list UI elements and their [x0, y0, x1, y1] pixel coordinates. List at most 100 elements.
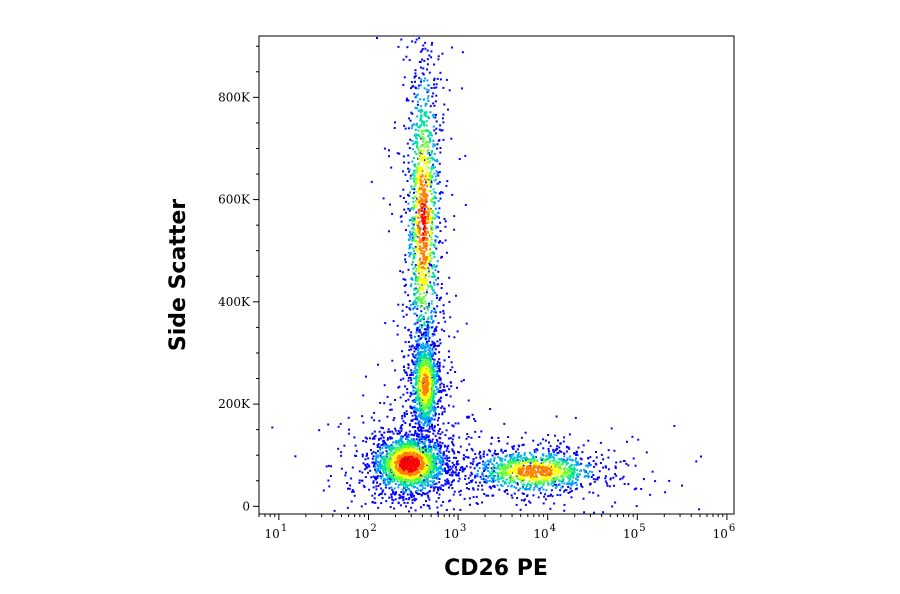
data-point: [518, 465, 521, 468]
data-point: [427, 135, 430, 138]
data-point: [515, 471, 518, 474]
data-point: [547, 483, 550, 486]
data-point: [516, 459, 519, 462]
data-point: [404, 341, 407, 344]
data-point: [430, 225, 432, 228]
data-point: [529, 464, 532, 467]
data-point: [543, 481, 546, 484]
data-point: [421, 449, 424, 451]
data-point: [418, 286, 421, 289]
data-point: [415, 492, 418, 495]
data-point: [386, 395, 389, 398]
data-point: [517, 476, 520, 479]
data-point: [417, 192, 420, 195]
data-point: [424, 233, 427, 236]
data-point: [391, 448, 394, 451]
data-point: [431, 334, 434, 337]
data-point: [413, 75, 416, 78]
data-point: [417, 408, 420, 411]
data-point: [516, 477, 519, 480]
data-point: [419, 248, 422, 250]
data-point: [635, 505, 638, 508]
data-point: [430, 238, 433, 241]
data-point: [513, 457, 516, 460]
data-point: [593, 480, 596, 483]
data-point: [407, 367, 410, 370]
data-point: [446, 472, 449, 475]
data-point: [350, 477, 353, 480]
data-point: [433, 483, 436, 486]
data-point: [436, 77, 439, 80]
data-point: [429, 250, 432, 253]
data-point: [416, 93, 419, 96]
data-point: [394, 474, 397, 477]
data-point: [404, 433, 407, 436]
data-point: [414, 74, 417, 77]
data-point: [458, 158, 461, 160]
data-point: [558, 446, 561, 449]
data-point: [538, 466, 540, 469]
data-point: [414, 440, 417, 443]
data-point: [398, 432, 401, 434]
data-point: [610, 427, 613, 430]
data-point: [402, 441, 405, 444]
data-point: [583, 468, 586, 471]
data-point: [408, 168, 411, 171]
data-point: [426, 91, 429, 94]
data-point: [389, 408, 392, 411]
data-point: [619, 460, 622, 463]
data-point: [668, 479, 671, 482]
data-point: [354, 444, 357, 447]
data-point: [423, 80, 426, 82]
data-point: [533, 486, 536, 489]
data-point: [553, 478, 556, 481]
data-point: [423, 435, 426, 438]
data-point: [407, 251, 410, 254]
data-point: [583, 470, 586, 473]
data-point: [428, 427, 431, 430]
data-point: [423, 481, 426, 484]
data-point: [506, 442, 509, 445]
data-point: [426, 454, 429, 457]
data-point: [434, 392, 437, 395]
data-point: [538, 462, 541, 465]
data-point: [446, 478, 449, 481]
data-point: [457, 422, 460, 425]
data-point: [425, 129, 428, 132]
data-point: [552, 462, 555, 465]
data-point: [429, 178, 431, 181]
data-point: [373, 419, 376, 422]
data-point: [426, 435, 429, 438]
data-point: [428, 270, 430, 273]
data-point: [425, 200, 428, 203]
data-point: [417, 357, 420, 359]
data-point: [432, 429, 435, 432]
data-point: [419, 201, 422, 204]
data-point: [417, 290, 420, 293]
data-point: [391, 437, 393, 440]
data-point: [416, 249, 419, 252]
data-point: [413, 442, 415, 444]
data-point: [432, 405, 435, 408]
data-point: [344, 474, 347, 477]
data-point: [426, 259, 429, 262]
data-point: [420, 351, 423, 353]
data-point: [418, 210, 421, 213]
data-point: [430, 462, 433, 465]
data-point: [419, 205, 422, 208]
data-point: [383, 481, 386, 484]
data-point: [374, 458, 377, 460]
data-point: [415, 481, 418, 484]
data-point: [517, 453, 520, 456]
data-point: [426, 320, 428, 323]
data-point: [454, 471, 457, 474]
data-point: [423, 282, 426, 285]
data-point: [625, 462, 628, 465]
data-point: [487, 449, 490, 452]
data-point: [395, 491, 397, 494]
data-point: [424, 226, 427, 229]
data-point: [418, 426, 421, 428]
data-point: [481, 501, 483, 504]
data-point: [398, 453, 401, 456]
data-point: [559, 494, 562, 497]
